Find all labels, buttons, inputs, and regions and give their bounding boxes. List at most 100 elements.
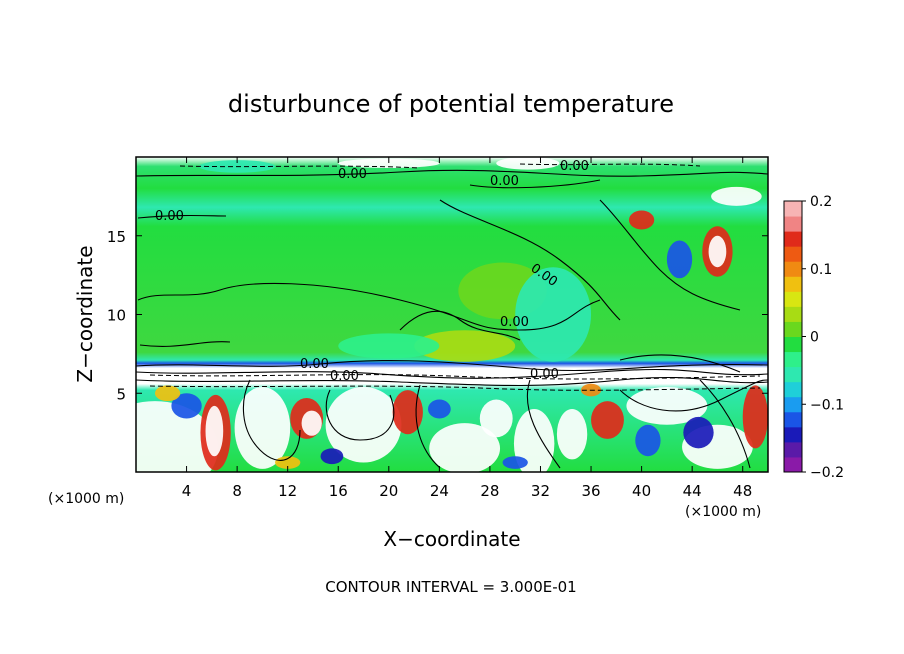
colorbar-swatch [784, 216, 802, 232]
colorbar-swatch [784, 441, 802, 458]
x-axis-unit-right: (×1000 m) [685, 504, 761, 520]
contour-line [136, 376, 768, 387]
contour-line [399, 310, 521, 341]
field-cell [325, 386, 402, 463]
contour-label: 0.00 [490, 174, 519, 189]
field-cell [427, 399, 451, 419]
colorbar-swatch [784, 261, 802, 277]
colorbar-swatch [784, 381, 802, 398]
contour-line [619, 379, 768, 412]
contour-line-negative [149, 385, 761, 391]
field-cell [479, 399, 513, 438]
field-cell [513, 409, 555, 472]
x-axis-unit-left: (×1000 m) [48, 491, 124, 507]
x-tick-label: 16 [329, 482, 348, 500]
colorbar-swatch [784, 336, 802, 353]
field-cell [635, 424, 661, 457]
contour-line-negative [519, 163, 701, 167]
colorbar-swatch [784, 276, 802, 292]
x-tick-label: 40 [632, 482, 651, 500]
field-cell [301, 410, 322, 436]
field-cell [234, 386, 291, 469]
y-axis-label: Z−coordinate [73, 245, 97, 382]
y-tick-label: 15 [107, 228, 126, 246]
colorbar-swatch [784, 456, 802, 473]
field-cell [136, 401, 219, 472]
contour-label: 0.00 [300, 357, 329, 372]
field-cell [708, 235, 727, 268]
contour-line [136, 368, 768, 379]
contour-line [136, 169, 768, 177]
colorbar-swatch [784, 366, 802, 383]
x-tick-label: 12 [278, 482, 297, 500]
colorbar-label: −0.1 [810, 397, 844, 413]
colorbar-swatch [784, 351, 802, 368]
contour-label: 0.00 [330, 369, 359, 384]
field-cell [666, 240, 693, 279]
field-cell [502, 456, 528, 469]
colorbar: 0.2 0.1 0 −0.1 −0.2 [783, 194, 844, 481]
colorbar-label: 0.1 [810, 262, 832, 278]
contour-line [439, 199, 621, 321]
contour-line [137, 214, 227, 219]
field-cell [556, 409, 588, 460]
y-tick-label: 10 [107, 307, 126, 325]
field-cell [429, 423, 501, 472]
contour-line [699, 379, 751, 469]
field-cell [154, 385, 181, 402]
field-cell [628, 210, 655, 230]
contour-line [619, 354, 741, 373]
colorbar-label: 0 [810, 330, 819, 346]
x-axis-label: X−coordinate [383, 527, 520, 551]
contour-label: 0.00 [530, 367, 559, 382]
field-cell [626, 386, 708, 425]
y-axis: 5 10 15 [107, 228, 768, 403]
x-tick-label: 48 [733, 482, 752, 500]
colorbar-swatch [784, 426, 802, 443]
contour-line-negative [149, 374, 761, 380]
colorbar-label: 0.2 [810, 194, 832, 210]
colorbar-swatch [784, 396, 802, 413]
field-cell [275, 456, 301, 469]
contour-line [415, 384, 441, 469]
contour-line-negative [179, 165, 421, 169]
field-cell [515, 267, 592, 362]
x-tick-label: 28 [480, 482, 499, 500]
field-blobs [136, 157, 768, 472]
colorbar-label: −0.2 [810, 465, 844, 481]
colorbar-swatch [784, 411, 802, 428]
field-cell [742, 385, 768, 449]
contour-line [139, 341, 231, 347]
contour-line [137, 282, 601, 331]
field-cell [338, 158, 440, 169]
contour-interval-note: CONTOUR INTERVAL = 3.000E-01 [325, 578, 576, 596]
contour-line [325, 389, 395, 441]
field-cell [392, 390, 423, 435]
x-axis: 4 8 12 16 20 24 28 32 36 40 44 48 [182, 157, 752, 500]
plot-area: 0.000.00 0.000.000.000.000.00 0.000.00 [136, 157, 768, 472]
x-tick-label: 4 [182, 482, 192, 500]
y-tick-label: 5 [116, 385, 126, 403]
x-tick-label: 36 [581, 482, 600, 500]
field-cell [496, 157, 560, 170]
colorbar-swatch [784, 231, 802, 247]
colorbar-swatch [784, 321, 802, 337]
colorbar-swatch [784, 246, 802, 262]
field-cell [683, 416, 714, 449]
field-cell [338, 333, 440, 359]
contour-label: 0.00 [155, 209, 184, 224]
contour-label: 0.00 [560, 159, 589, 174]
field-cell [205, 405, 224, 457]
colorbar-swatch [784, 201, 802, 217]
contour-label: 0.00 [338, 167, 367, 182]
contour-label: 0.00 [500, 315, 529, 330]
contour-line [469, 179, 601, 189]
contour-line [136, 359, 768, 372]
colorbar-swatch [784, 306, 802, 322]
field-cell [591, 401, 624, 439]
field-cell [711, 186, 762, 206]
x-tick-label: 44 [683, 482, 702, 500]
x-tick-label: 32 [531, 482, 550, 500]
chart-title: disturbunce of potential temperature [228, 90, 674, 118]
